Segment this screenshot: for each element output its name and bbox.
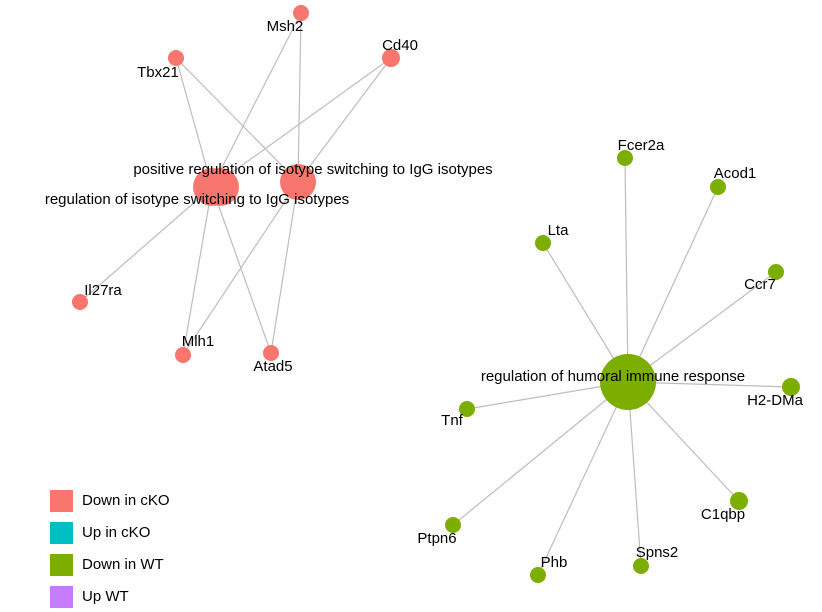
node [710, 179, 726, 195]
edge [297, 57, 392, 183]
node [382, 49, 400, 67]
node-label: Phb [541, 554, 568, 571]
node [782, 378, 800, 396]
node [530, 567, 546, 583]
node-label: regulation of isotype switching to IgG i… [45, 191, 349, 208]
node-label: Tnf [441, 412, 464, 429]
edge [182, 186, 213, 356]
edge [624, 157, 629, 383]
legend-swatch [50, 522, 73, 544]
node [293, 5, 309, 21]
node-label: Ccr7 [744, 276, 776, 293]
node-label: positive regulation of isotype switching… [133, 161, 492, 178]
node [459, 401, 475, 417]
node-label: regulation of humoral immune response [481, 368, 745, 385]
legend-label: Up in cKO [82, 524, 150, 541]
node-label: Fcer2a [618, 137, 665, 154]
edge [537, 381, 629, 576]
legend-swatch [50, 554, 73, 576]
node [445, 517, 461, 533]
node [280, 164, 316, 200]
node-label: Spns2 [636, 544, 679, 561]
edge [627, 186, 719, 383]
legend-swatch [50, 490, 73, 512]
node [768, 264, 784, 280]
legend-label: Down in WT [82, 556, 164, 573]
edge [175, 57, 213, 188]
node [617, 150, 633, 166]
node [633, 558, 649, 574]
edge [297, 12, 302, 183]
node-label: Tbx21 [137, 64, 179, 81]
node [730, 492, 748, 510]
legend-label: Up WT [82, 588, 129, 605]
edge [175, 57, 299, 183]
node-label: Mlh1 [182, 333, 215, 350]
legend-swatch [50, 586, 73, 608]
node [535, 235, 551, 251]
node [175, 347, 191, 363]
legend-label: Down in cKO [82, 492, 170, 509]
node-label: C1qbp [701, 506, 745, 523]
edge [211, 12, 302, 188]
edge [452, 381, 629, 526]
edge [211, 186, 272, 354]
node [600, 354, 656, 410]
edge [627, 271, 777, 383]
node-label: Lta [548, 222, 570, 239]
node-label: Ptpn6 [417, 530, 456, 547]
edge [270, 181, 299, 354]
node-label: Il27ra [84, 282, 122, 299]
node [263, 345, 279, 361]
node [201, 168, 239, 206]
node-label: Atad5 [253, 358, 292, 375]
node [168, 50, 184, 66]
node-label: Acod1 [714, 165, 757, 182]
node-label: Msh2 [267, 18, 304, 35]
edge [211, 57, 392, 188]
node-label: H2-DMa [747, 392, 803, 409]
edge [627, 381, 642, 567]
node [72, 294, 88, 310]
node-label: Cd40 [382, 37, 418, 54]
edge [79, 186, 213, 303]
